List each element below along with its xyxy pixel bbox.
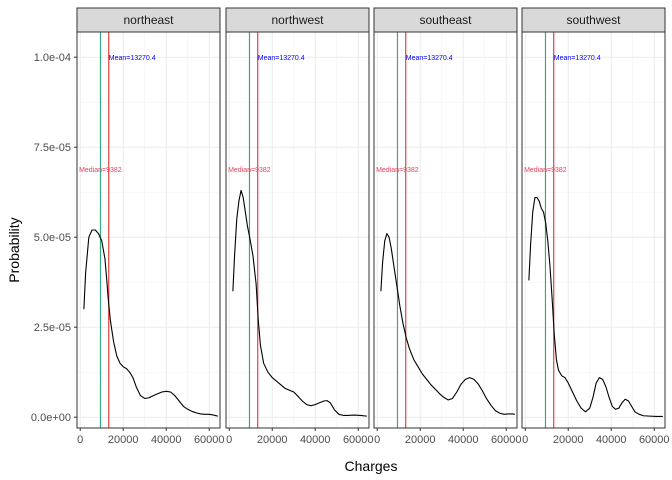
- facet-strip: [373, 7, 518, 33]
- x-tick-label: 20000: [405, 434, 436, 446]
- x-tick-label: 60000: [343, 434, 374, 446]
- plot-background: [226, 32, 369, 428]
- facet-strip-label: northwest: [271, 13, 324, 27]
- y-axis: 0.0e+00 2.5e-05 5.0e-05 7.5e-05 1.0e-04: [31, 52, 77, 424]
- facet-strip: [521, 7, 666, 33]
- y-tick-label: 1.0e-04: [34, 52, 71, 64]
- y-tick-label: 2.5e-05: [34, 322, 71, 334]
- x-tick-label: 60000: [639, 434, 670, 446]
- x-tick-label: 60000: [491, 434, 522, 446]
- x-tick-label: 0: [374, 434, 380, 446]
- facet-strip-label: southeast: [419, 13, 472, 27]
- facet-panel-northwest: northwest Mean=13270.4 Median=9382: [225, 7, 370, 429]
- median-annotation: Median=9382: [228, 167, 271, 174]
- panel-border: [76, 31, 221, 429]
- x-axes: 0 20000 40000 60000 0 20000 40000 60000 0 20000 40…: [77, 428, 670, 446]
- mean-annotation: Mean=13270.4: [554, 55, 601, 62]
- y-tick-label: 7.5e-05: [34, 142, 71, 154]
- x-tick-label: 40000: [300, 434, 331, 446]
- x-tick-label: 0: [77, 434, 83, 446]
- plot-background: [374, 32, 517, 428]
- plot-background: [522, 32, 665, 428]
- density-curve: [83, 229, 218, 417]
- x-tick-label: 20000: [108, 434, 139, 446]
- facet-panel-southwest: southwest Mean=13270.4 Median=9382: [521, 7, 666, 429]
- mean-annotation: Mean=13270.4: [406, 55, 453, 62]
- x-tick-label: 20000: [257, 434, 288, 446]
- facet-strip: [76, 7, 221, 33]
- x-tick-label: 40000: [596, 434, 627, 446]
- facet-panel-southeast: southeast Mean=13270.4 Median=9382: [373, 7, 518, 429]
- y-tick-label: 5.0e-05: [34, 232, 71, 244]
- facet-panels: northeastMean=13270.4Median=9382northwes…: [76, 7, 666, 429]
- x-tick-label: 0: [522, 434, 528, 446]
- median-annotation: Median=9382: [376, 167, 419, 174]
- y-axis-title: Probability: [6, 217, 22, 282]
- x-tick-label: 20000: [553, 434, 584, 446]
- median-annotation: Median=9382: [524, 167, 567, 174]
- x-tick-label: 40000: [448, 434, 479, 446]
- density-curve: [232, 189, 367, 417]
- mean-annotation: Mean=13270.4: [258, 55, 305, 62]
- x-tick-label: 60000: [194, 434, 225, 446]
- mean-annotation: Mean=13270.4: [109, 55, 156, 62]
- facet-strip: [225, 7, 370, 33]
- facet-panel-northeast: northeast Mean=13270.4 Median=9382: [76, 7, 221, 429]
- median-annotation: Median=9382: [79, 167, 122, 174]
- panel-border: [225, 31, 370, 429]
- facet-strip-label: southwest: [566, 13, 621, 27]
- plot-background: [77, 32, 220, 428]
- y-tick-label: 0.0e+00: [31, 412, 71, 424]
- x-axis-title: Charges: [345, 458, 398, 474]
- x-tick-label: 0: [226, 434, 232, 446]
- x-tick-label: 40000: [151, 434, 182, 446]
- density-curve: [528, 197, 663, 418]
- density-curve: [380, 233, 515, 415]
- panel-border: [521, 31, 666, 429]
- facet-strip-label: northeast: [123, 13, 174, 27]
- panel-border: [373, 31, 518, 429]
